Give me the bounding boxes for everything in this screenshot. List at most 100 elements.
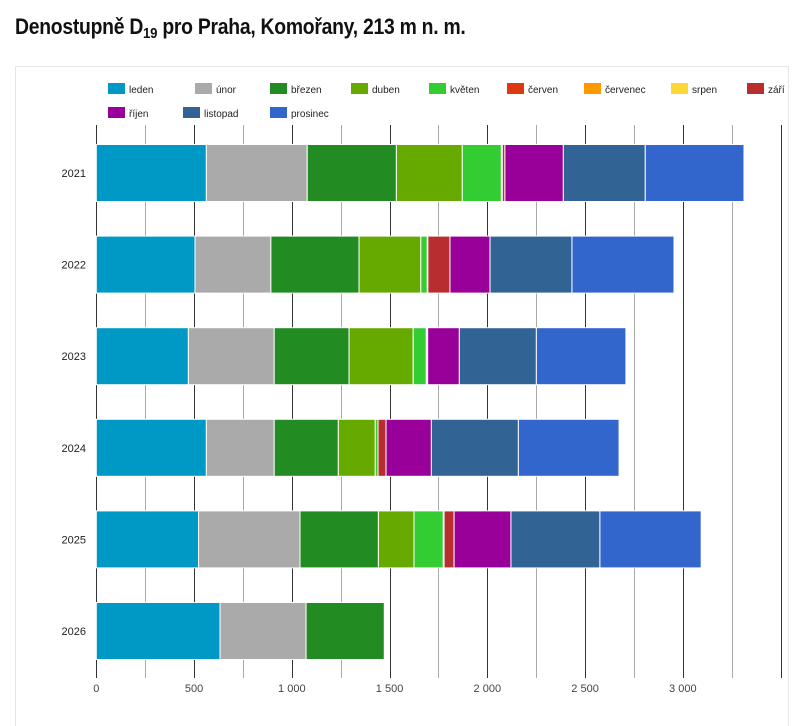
- bar-segment-únor[interactable]: [219, 602, 307, 660]
- legend-swatch: [183, 107, 200, 118]
- bar-segment-prosinec[interactable]: [599, 510, 702, 569]
- legend-swatch: [108, 107, 125, 118]
- legend-label: duben: [372, 85, 400, 96]
- bar-segment-duben[interactable]: [377, 510, 415, 569]
- x-tick-label: 3 000: [669, 683, 697, 695]
- legend-label: červenec: [605, 85, 646, 96]
- y-category-label: 2024: [62, 443, 86, 455]
- legend-swatch: [507, 83, 524, 94]
- legend-swatch: [671, 83, 688, 94]
- legend-item-srpen[interactable]: srpen: [671, 83, 717, 96]
- bar-segment-září[interactable]: [443, 510, 455, 569]
- chart-card: [15, 66, 789, 726]
- bar-segment-prosinec[interactable]: [644, 144, 745, 202]
- legend-item-listopad[interactable]: listopad: [183, 107, 238, 120]
- bar-segment-květen[interactable]: [461, 144, 502, 202]
- bar-segment-listopad[interactable]: [430, 418, 519, 477]
- legend-label: srpen: [692, 85, 717, 96]
- legend-item-říjen[interactable]: říjen: [108, 107, 148, 120]
- bar-segment-leden[interactable]: [95, 418, 207, 477]
- title-text-suffix: pro Praha, Komořany, 213 m n. m.: [157, 14, 466, 39]
- legend-item-květen[interactable]: květen: [429, 83, 479, 96]
- x-axis-labels: 0 500 1 000 1 500 2 000 2 500 3 000: [93, 683, 696, 695]
- bar-segment-únor[interactable]: [198, 510, 301, 569]
- legend-label: prosinec: [291, 109, 329, 120]
- bar-segment-březen[interactable]: [273, 327, 350, 386]
- bar-segment-leden[interactable]: [95, 602, 221, 660]
- legend-swatch: [108, 83, 125, 94]
- legend-label: září: [768, 85, 785, 96]
- x-tick-label: 2 500: [571, 683, 599, 695]
- legend-label: říjen: [129, 109, 148, 120]
- bar-segment-květen[interactable]: [413, 510, 444, 569]
- legend-item-prosinec[interactable]: prosinec: [270, 107, 329, 120]
- x-tick-label: 2 000: [474, 683, 502, 695]
- legend-label: březen: [291, 85, 322, 96]
- legend-swatch: [195, 83, 212, 94]
- legend-item-září[interactable]: září: [747, 83, 785, 96]
- bar-segment-březen[interactable]: [305, 602, 385, 660]
- bars: [95, 144, 745, 660]
- bar-segment-únor[interactable]: [187, 327, 275, 386]
- legend-item-březen[interactable]: březen: [270, 83, 322, 96]
- legend: leden únor březen duben květen červen červenec…: [108, 83, 785, 120]
- gridlines: [96, 125, 782, 678]
- bar-segment-květen[interactable]: [412, 327, 427, 386]
- legend-swatch: [270, 83, 287, 94]
- bar-segment-prosinec[interactable]: [517, 418, 620, 477]
- x-tick-label: 500: [185, 683, 203, 695]
- legend-label: únor: [216, 85, 237, 96]
- bar-segment-říjen[interactable]: [453, 510, 512, 569]
- bar-segment-září[interactable]: [377, 418, 387, 477]
- legend-swatch: [429, 83, 446, 94]
- y-category-label: 2022: [62, 260, 86, 272]
- legend-item-červenec[interactable]: červenec: [584, 83, 646, 96]
- bar-segment-leden[interactable]: [95, 510, 200, 569]
- y-axis-labels: 2021 2022 2023 2024 2025 2026: [62, 168, 86, 638]
- bar-segment-říjen[interactable]: [449, 235, 491, 294]
- bar-segment-únor[interactable]: [205, 418, 275, 477]
- bar-segment-únor[interactable]: [194, 235, 272, 294]
- bar-segment-duben[interactable]: [348, 327, 414, 386]
- bar-segment-říjen[interactable]: [427, 327, 460, 386]
- y-category-label: 2023: [62, 351, 86, 363]
- bar-segment-listopad[interactable]: [510, 510, 601, 569]
- bar-segment-březen[interactable]: [270, 235, 360, 294]
- bar-segment-listopad[interactable]: [562, 144, 646, 202]
- bar-segment-říjen[interactable]: [385, 418, 432, 477]
- legend-item-únor[interactable]: únor: [195, 83, 237, 96]
- bar-segment-listopad[interactable]: [489, 235, 573, 294]
- bar-segment-duben[interactable]: [395, 144, 463, 202]
- bar-segment-leden[interactable]: [95, 327, 189, 386]
- bar-segment-prosinec[interactable]: [535, 327, 627, 386]
- y-category-label: 2025: [62, 534, 86, 546]
- legend-swatch: [270, 107, 287, 118]
- legend-item-duben[interactable]: duben: [351, 83, 400, 96]
- bar-segment-říjen[interactable]: [504, 144, 564, 202]
- bar-segment-leden[interactable]: [95, 235, 196, 294]
- bar-segment-březen[interactable]: [306, 144, 397, 202]
- legend-swatch: [584, 83, 601, 94]
- chart-title: Denostupně D19 pro Praha, Komořany, 213 …: [15, 14, 466, 42]
- bar-segment-prosinec[interactable]: [571, 235, 675, 294]
- bar-segment-září[interactable]: [427, 235, 451, 294]
- bar-segment-únor[interactable]: [205, 144, 308, 202]
- legend-item-červen[interactable]: červen: [507, 83, 558, 96]
- legend-swatch: [747, 83, 764, 94]
- legend-label: leden: [129, 85, 153, 96]
- y-category-label: 2021: [62, 168, 86, 180]
- x-tick-label: 1 000: [278, 683, 306, 695]
- bar-segment-listopad[interactable]: [458, 327, 537, 386]
- legend-label: červen: [528, 85, 558, 96]
- bar-segment-březen[interactable]: [299, 510, 379, 569]
- legend-item-leden[interactable]: leden: [108, 83, 153, 96]
- y-category-label: 2026: [62, 626, 86, 638]
- bar-segment-květen[interactable]: [420, 235, 428, 294]
- bar-segment-duben[interactable]: [358, 235, 422, 294]
- legend-swatch: [351, 83, 368, 94]
- bar-segment-březen[interactable]: [273, 418, 339, 477]
- bar-segment-duben[interactable]: [337, 418, 376, 477]
- bar-segment-leden[interactable]: [95, 144, 207, 202]
- x-tick-label: 1 500: [376, 683, 404, 695]
